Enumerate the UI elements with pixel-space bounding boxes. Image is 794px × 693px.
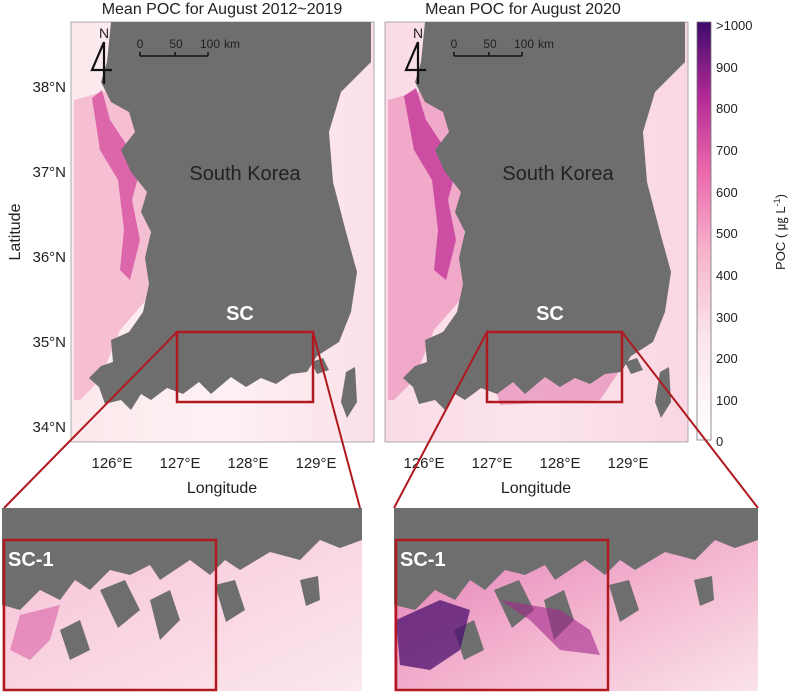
- x-tick: 126°E: [91, 455, 132, 472]
- colorbar-tick: 700: [716, 143, 738, 158]
- left-zoom-panel: SC-1: [2, 508, 362, 692]
- x-axis-label: Longitude: [187, 480, 257, 497]
- colorbar-tick: 900: [716, 60, 738, 75]
- svg-text:50: 50: [483, 37, 497, 51]
- y-tick: 35°N: [32, 334, 66, 351]
- svg-text:km: km: [224, 37, 240, 51]
- colorbar-tick: >1000: [716, 18, 753, 33]
- right-zoom-panel: SC-1: [394, 508, 758, 692]
- x-tick: 127°E: [159, 455, 200, 472]
- svg-text:50: 50: [169, 37, 183, 51]
- left-zoom-islands: [60, 576, 320, 660]
- left-north-arrow-icon: N: [90, 25, 112, 84]
- y-axis-label: Latitude: [7, 203, 24, 260]
- left-map-title: Mean POC for August 2012~2019: [102, 1, 343, 18]
- left-coastal-hotspot: [92, 90, 140, 280]
- svg-text:100: 100: [514, 37, 534, 51]
- y-tick: 38°N: [32, 79, 66, 96]
- left-map-panel: Mean POC for August 2012~2019 N 0 50 100…: [70, 1, 375, 443]
- left-region-label: SC: [226, 303, 254, 325]
- right-country-label: South Korea: [502, 163, 614, 185]
- colorbar-tick: 500: [716, 226, 738, 241]
- colorbar-tick: 0: [716, 434, 723, 449]
- y-tick: 37°N: [32, 164, 66, 181]
- svg-text:0: 0: [451, 37, 458, 51]
- y-tick: 34°N: [32, 419, 66, 436]
- left-zoom-label: SC-1: [8, 549, 54, 571]
- colorbar-tick: 400: [716, 268, 738, 283]
- x-tick: 128°E: [227, 455, 268, 472]
- svg-text:N: N: [99, 25, 109, 41]
- colorbar-gradient: [696, 21, 712, 441]
- x-axis-right: 126°E 127°E 128°E 129°E Longitude: [403, 455, 648, 497]
- colorbar-tick: 200: [716, 351, 738, 366]
- right-region-label: SC: [536, 303, 564, 325]
- right-scale-bar: 0 50 100 km: [451, 37, 554, 57]
- left-highlight-box: [175, 330, 315, 404]
- svg-text:km: km: [538, 37, 554, 51]
- colorbar-tick: 300: [716, 310, 738, 325]
- colorbar-tick: 800: [716, 101, 738, 116]
- x-tick: 128°E: [539, 455, 580, 472]
- right-zoom-high-poc: [500, 600, 600, 655]
- zoom-connectors: [3, 331, 759, 509]
- right-map-panel: Mean POC for August 2020 N 0 50 100 km S…: [384, 1, 689, 443]
- right-zoom-land: [394, 508, 758, 610]
- y-tick: 36°N: [32, 249, 66, 266]
- x-tick: 127°E: [471, 455, 512, 472]
- x-axis-label: Longitude: [501, 480, 571, 497]
- colorbar-label: POC ( ㎍ L-1): [772, 194, 789, 270]
- x-tick: 129°E: [607, 455, 648, 472]
- svg-text:N: N: [413, 25, 423, 41]
- right-zoom-islands: [454, 576, 714, 660]
- right-north-arrow-icon: N: [404, 25, 426, 84]
- right-zoom-subregion-box: [394, 538, 610, 692]
- left-scale-bar: 0 50 100 km: [137, 37, 240, 57]
- left-zoom-land: [2, 508, 362, 610]
- x-tick: 129°E: [295, 455, 336, 472]
- right-highlight-box: [485, 330, 624, 404]
- right-zoom-extreme-poc: [396, 600, 470, 670]
- right-coastal-hotspot: [404, 88, 456, 280]
- left-zoom-subregion-box: [2, 538, 218, 692]
- colorbar-tick: 100: [716, 393, 738, 408]
- left-zoom-hotspot: [10, 605, 60, 660]
- svg-text:100: 100: [200, 37, 220, 51]
- left-country-label: South Korea: [189, 163, 301, 185]
- right-map-title: Mean POC for August 2020: [425, 1, 621, 18]
- colorbar: >1000 900 800 700 600 500 400 300 200 10…: [696, 18, 789, 449]
- right-zoom-label: SC-1: [400, 549, 446, 571]
- svg-text:0: 0: [137, 37, 144, 51]
- colorbar-tick: 600: [716, 185, 738, 200]
- y-axis: Latitude 38°N 37°N 36°N 35°N 34°N: [7, 79, 66, 436]
- x-tick: 126°E: [403, 455, 444, 472]
- x-axis-left: 126°E 127°E 128°E 129°E Longitude: [91, 455, 336, 497]
